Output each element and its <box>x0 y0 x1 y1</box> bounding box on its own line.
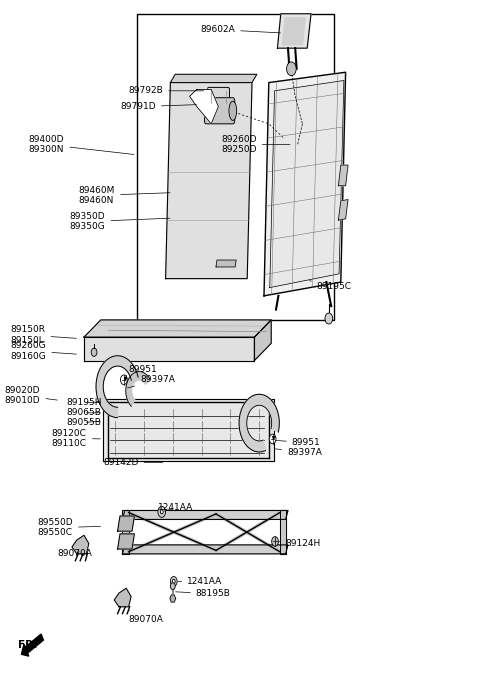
Circle shape <box>325 313 333 324</box>
Polygon shape <box>126 372 150 407</box>
Text: 89120C
89110C: 89120C 89110C <box>52 429 100 448</box>
Text: 89951: 89951 <box>276 438 321 447</box>
Polygon shape <box>114 588 131 607</box>
Polygon shape <box>190 89 218 124</box>
Text: 1241AA: 1241AA <box>178 577 222 586</box>
Polygon shape <box>166 83 252 279</box>
Polygon shape <box>280 510 286 554</box>
Text: 89397A: 89397A <box>276 447 322 457</box>
Circle shape <box>170 577 177 586</box>
Text: 89550D
89550C: 89550D 89550C <box>37 518 100 537</box>
FancyBboxPatch shape <box>207 87 229 107</box>
Text: 89951: 89951 <box>126 365 157 378</box>
Text: 89400D
89300N: 89400D 89300N <box>29 135 134 155</box>
Text: 89460M
89460N: 89460M 89460N <box>79 186 170 205</box>
Text: 89142D: 89142D <box>103 458 163 467</box>
Text: 88195B: 88195B <box>176 589 231 599</box>
Text: 89350D
89350G: 89350D 89350G <box>70 212 170 231</box>
Circle shape <box>287 62 296 76</box>
Polygon shape <box>122 510 288 519</box>
Text: FR.: FR. <box>18 641 37 650</box>
Circle shape <box>170 583 175 590</box>
Polygon shape <box>338 200 348 220</box>
Polygon shape <box>103 399 274 461</box>
Polygon shape <box>239 394 279 452</box>
Polygon shape <box>282 18 305 45</box>
Text: 89260D
89250D: 89260D 89250D <box>221 135 290 154</box>
Polygon shape <box>118 516 134 531</box>
Polygon shape <box>264 72 346 296</box>
Ellipse shape <box>229 101 237 120</box>
Polygon shape <box>72 535 89 554</box>
Polygon shape <box>96 356 138 418</box>
Polygon shape <box>170 74 257 83</box>
Polygon shape <box>122 545 288 554</box>
Circle shape <box>172 579 175 583</box>
Text: 89065B: 89065B <box>66 408 101 418</box>
Circle shape <box>160 510 163 514</box>
Polygon shape <box>122 510 129 554</box>
Text: 1241AA: 1241AA <box>158 503 193 513</box>
Text: 89055B: 89055B <box>66 418 101 427</box>
Polygon shape <box>270 80 344 288</box>
Polygon shape <box>84 320 271 337</box>
Circle shape <box>272 537 278 546</box>
Circle shape <box>158 506 166 517</box>
Text: 89150R
89150L: 89150R 89150L <box>11 325 76 345</box>
FancyArrow shape <box>22 634 43 656</box>
Bar <box>137 14 334 320</box>
Text: 89124H: 89124H <box>279 539 321 548</box>
FancyBboxPatch shape <box>204 98 235 124</box>
Text: 89070A: 89070A <box>128 610 164 624</box>
Polygon shape <box>170 595 176 602</box>
Circle shape <box>269 434 276 444</box>
Text: 89260G
89160G: 89260G 89160G <box>11 341 76 361</box>
Polygon shape <box>84 337 254 361</box>
Polygon shape <box>338 165 348 186</box>
Polygon shape <box>277 14 311 48</box>
Polygon shape <box>118 534 134 549</box>
Text: 89602A: 89602A <box>201 25 280 34</box>
Text: 89792B: 89792B <box>129 86 204 96</box>
Text: 89791D: 89791D <box>120 102 196 111</box>
Text: 89195H: 89195H <box>66 398 102 407</box>
Polygon shape <box>254 320 271 361</box>
Circle shape <box>120 375 127 385</box>
Text: 89020D
89010D: 89020D 89010D <box>5 386 57 405</box>
Polygon shape <box>216 260 236 267</box>
Circle shape <box>91 348 97 356</box>
Text: 89195C: 89195C <box>310 281 352 292</box>
Text: 89070A: 89070A <box>58 549 93 559</box>
Text: 89397A: 89397A <box>128 375 175 388</box>
